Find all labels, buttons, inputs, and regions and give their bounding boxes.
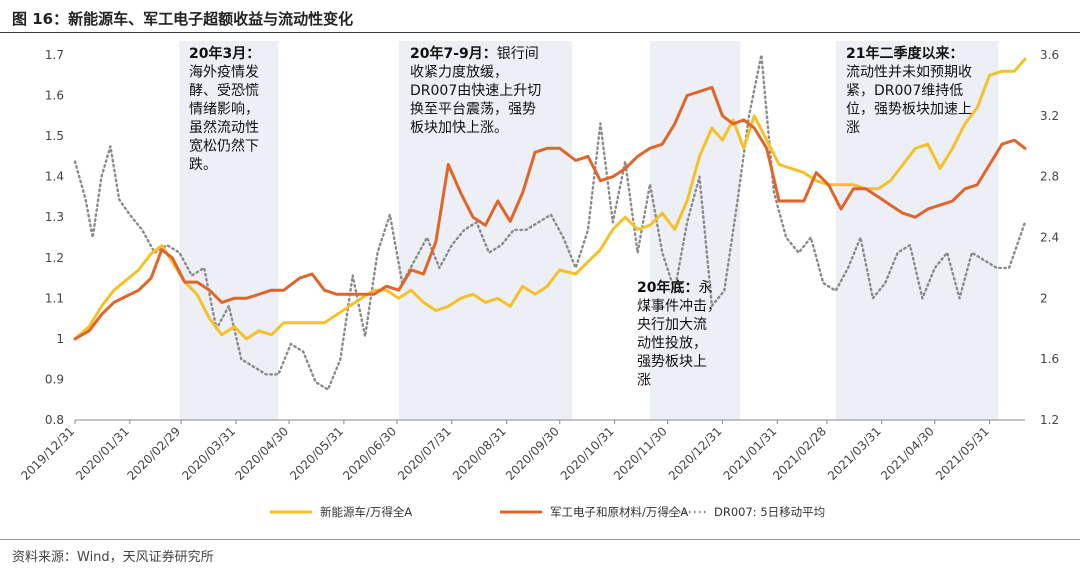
annotation-3: 20年底：永煤事件冲击，央行加大流动性投放，强势板块上涨 [637, 279, 721, 389]
legend-label-3: DR007: 5日移动平均 [714, 505, 825, 519]
annotation-heading: 21年二季度以来： [846, 45, 963, 62]
x-tick-label: 2020/05/31 [287, 424, 346, 483]
annotation-heading: 20年7-9月： [410, 45, 497, 62]
chart: 0.8 0.9 1 1.1 1.2 1.3 1.4 1.5 1.6 1.7 1.2 1.6 2 2.4 2.… [18, 41, 1059, 519]
legend: 新能源车/万得全A 军工电子和原材料/万得全A DR007: 5日移动平均 [270, 505, 825, 519]
annotation-line: 央行加大流 [637, 317, 707, 333]
x-tick-label: 2020/09/30 [503, 424, 562, 483]
right-tick-label: 2.4 [1040, 231, 1059, 245]
right-tick-label: 1.6 [1040, 352, 1059, 366]
x-tick-label: 2020/12/31 [666, 424, 725, 483]
annotation-heading: 20年底： [637, 279, 698, 296]
legend-label-1: 新能源车/万得全A [320, 505, 412, 519]
annotation-line: 板块加快上涨。 [410, 120, 508, 136]
annotation-2: 20年7-9月：银行间收紧力度放缓， DR007由快速上升切换至平台震荡，强势板块… [410, 45, 541, 136]
shaded-periods [179, 41, 999, 420]
left-tick-label: 1.2 [45, 251, 64, 265]
annotation-line: 酵、受恐慌 [189, 83, 259, 99]
shaded-period-4 [835, 41, 999, 420]
annotation-line: 煤事件冲击， [637, 299, 721, 315]
legend-label-2: 军工电子和原材料/万得全A [550, 505, 688, 519]
annotation-line: 强势板块上 [637, 354, 707, 370]
series-military-electronics [73, 85, 1027, 341]
right-tick-label: 3.2 [1040, 109, 1059, 123]
footer-rule [0, 539, 1080, 540]
x-tick-label: 2020/11/30 [611, 424, 670, 483]
left-tick-label: 1.3 [45, 210, 64, 224]
annotation-line: 20年7-9月：银行间 [410, 45, 539, 62]
annotation-line: 21年二季度以来： [846, 45, 963, 62]
shaded-period-2 [398, 41, 573, 420]
left-tick-label: 0.8 [45, 413, 64, 427]
annotation-line: 虽然流动性 [189, 119, 259, 136]
figure-title: 图 16：新能源车、军工电子超额收益与流动性变化 [12, 10, 354, 28]
x-tick-label: 2020/06/30 [340, 424, 399, 483]
annotations: 20年3月： 海外疫情发酵、受恐慌情绪影响，虽然流动性宽松仍然下跌。 20年7-9月… [189, 45, 972, 389]
annotation-line: 跌。 [189, 157, 217, 173]
title-rule [0, 32, 1080, 33]
left-tick-label: 1.6 [45, 89, 64, 103]
x-tick-label: 2021/04/30 [878, 424, 937, 483]
right-tick-label: 3.6 [1040, 48, 1059, 62]
annotation-line: 涨 [846, 120, 860, 136]
annotation-line: 20年底：永 [637, 279, 712, 296]
annotation-line: 收紧力度放缓， [410, 65, 508, 81]
annotation-line: DR007由快速上升切 [410, 83, 541, 99]
annotation-text: 银行间 [497, 46, 539, 62]
x-tick-label: 2020/03/31 [179, 424, 238, 483]
source-note: 资料来源：Wind，天风证券研究所 [12, 550, 214, 565]
right-tick-label: 2 [1040, 291, 1048, 305]
left-tick-label: 1.5 [45, 129, 64, 143]
annotation-line: 流动性并未如预期收 [846, 65, 972, 81]
right-tick-label: 2.8 [1040, 170, 1059, 184]
annotation-line: 20年3月： [189, 45, 260, 62]
x-tick-label: 2020/02/29 [124, 424, 183, 483]
series-lines [73, 53, 1027, 391]
left-tick-label: 1.4 [45, 170, 64, 184]
left-tick-label: 1.1 [45, 291, 64, 305]
annotation-text: 永 [698, 280, 712, 296]
x-tick-label: 2021/02/28 [770, 424, 829, 483]
shaded-period-3 [649, 41, 741, 420]
annotation-heading: 20年3月： [189, 45, 260, 62]
x-tick-label: 2020/04/30 [232, 424, 291, 483]
left-tick-label: 0.9 [45, 372, 64, 386]
annotation-line: 情绪影响， [189, 102, 259, 118]
series-nev [73, 57, 1027, 341]
annotation-line: 动性投放， [637, 336, 707, 352]
left-tick-label: 1 [56, 332, 64, 346]
shaded-period-1 [179, 41, 279, 420]
right-tick-label: 1.2 [1040, 413, 1059, 427]
x-tick-label: 2019/12/31 [18, 424, 77, 483]
x-tick-label: 2020/07/31 [395, 424, 454, 483]
annotation-1: 20年3月： 海外疫情发酵、受恐慌情绪影响，虽然流动性宽松仍然下跌。 [189, 45, 260, 173]
annotation-line: 位，强势板块加速上 [846, 102, 972, 118]
annotation-line: 换至平台震荡，强势 [410, 101, 536, 118]
annotation-line: 海外疫情发 [189, 65, 259, 81]
x-tick-label: 2020/10/31 [558, 424, 617, 483]
x-tick-label: 2020/01/31 [73, 424, 132, 483]
annotation-4: 21年二季度以来： 流动性并未如预期收紧，DR007维持低位，强势板块加速上涨 [846, 45, 972, 136]
annotation-line: 宽松仍然下 [189, 138, 259, 155]
x-tick-label: 2021/05/31 [933, 424, 992, 483]
annotation-line: 涨 [637, 373, 651, 389]
x-tick-label: 2020/08/31 [450, 424, 509, 483]
x-tick-label: 2021/03/31 [825, 424, 884, 483]
annotation-line: 紧，DR007维持低 [846, 83, 963, 99]
left-tick-label: 1.7 [45, 48, 64, 62]
